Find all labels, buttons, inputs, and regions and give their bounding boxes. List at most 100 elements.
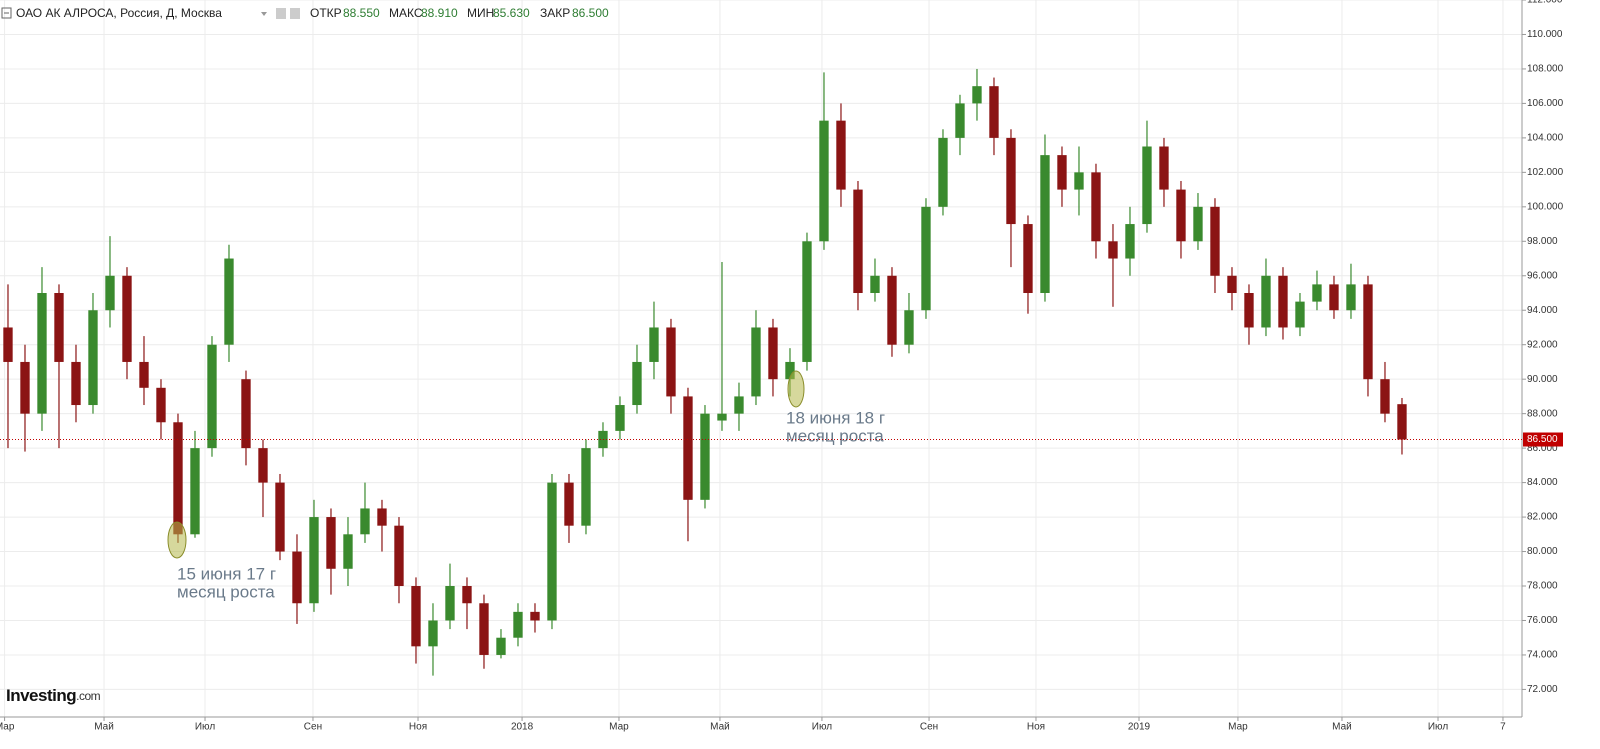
y-tick-label: 90.000 [1527, 374, 1558, 385]
candle-body [479, 603, 489, 655]
collapse-icon[interactable] [1, 7, 12, 19]
y-tick-label: 98.000 [1527, 236, 1558, 247]
candle-body [292, 551, 302, 604]
logo-suffix: .com [76, 689, 101, 703]
x-tick-label: Май [710, 722, 730, 733]
highlight [787, 370, 805, 408]
candle-body [156, 387, 166, 423]
y-tick-label: 76.000 [1527, 615, 1558, 626]
candle-body [717, 413, 727, 421]
candle-body [955, 103, 965, 138]
candle-body [598, 430, 608, 449]
x-tick-label: 7 [1500, 722, 1506, 733]
candle-body [3, 327, 13, 362]
candle-body [802, 241, 812, 362]
x-tick-label: Июл [1428, 722, 1448, 733]
candle-body [1057, 155, 1067, 190]
low-label: МИН [467, 6, 494, 20]
candle-body [972, 86, 982, 104]
y-tick-label: 104.000 [1527, 133, 1564, 144]
x-tick-label: Мар [609, 722, 629, 733]
dropdown-arrow[interactable] [261, 12, 267, 16]
candle-body [343, 534, 353, 569]
highlight [167, 521, 187, 559]
candle-body [1193, 206, 1203, 242]
candle-body [1261, 275, 1271, 328]
y-tick-label: 94.000 [1527, 305, 1558, 316]
x-tick-label: 2018 [511, 722, 534, 733]
x-tick-label: Май [94, 722, 114, 733]
candle-body [632, 361, 642, 406]
y-tick-label: 102.000 [1527, 167, 1564, 178]
candle-body [1244, 293, 1254, 328]
logo: Investing.com [6, 686, 101, 705]
x-tick-label: Июл [195, 722, 215, 733]
y-tick-label: 106.000 [1527, 98, 1564, 109]
candle-body [649, 327, 659, 362]
price-label-box [1523, 432, 1563, 447]
candle-body [428, 620, 438, 647]
candle-body [275, 482, 285, 552]
y-tick-label: 88.000 [1527, 408, 1558, 419]
annotation: 15 июня 17 г [177, 564, 276, 583]
candle-body [921, 206, 931, 311]
candle-body [139, 361, 149, 388]
price-label: 86.500 [1527, 434, 1558, 445]
candle-body [870, 275, 880, 294]
candle-body [581, 448, 591, 526]
candle-body [496, 637, 506, 655]
candle-body [853, 189, 863, 294]
candle-body [445, 586, 455, 621]
x-tick-label: Сен [920, 722, 938, 733]
x-tick-label: Мар [0, 722, 15, 733]
candle-body [887, 275, 897, 345]
logo-brand: Investing [6, 686, 76, 705]
candle-body [88, 310, 98, 406]
candle-body [71, 361, 81, 406]
open-value: 88.550 [343, 6, 380, 20]
candle-body [530, 611, 540, 621]
candle-body [360, 508, 370, 535]
candle-body [1329, 284, 1339, 311]
candle-body [1295, 301, 1305, 328]
candle-body [1278, 275, 1288, 328]
candle-body [1363, 284, 1373, 380]
candle-body [1006, 137, 1016, 225]
x-tick-label: Мар [1228, 722, 1248, 733]
candle-body [1380, 379, 1390, 414]
candle-body [734, 396, 744, 414]
y-tick-label: 100.000 [1527, 201, 1564, 212]
candle-body [377, 508, 387, 526]
candle-body [938, 137, 948, 207]
candle-body [190, 448, 200, 535]
candle-body [700, 413, 710, 500]
icon[interactable] [276, 8, 286, 19]
close-label: ЗАКР [540, 6, 570, 20]
icon[interactable] [290, 8, 300, 19]
annotation: месяц роста [177, 582, 275, 601]
y-tick-label: 80.000 [1527, 546, 1558, 557]
y-tick-label: 96.000 [1527, 270, 1558, 281]
candle-body [1346, 284, 1356, 311]
candle-body [1142, 146, 1152, 225]
candle-body [394, 525, 404, 587]
candle-body [989, 86, 999, 138]
candle-body [1023, 224, 1033, 294]
annotation: месяц роста [786, 426, 884, 445]
x-tick-label: Ноя [1027, 722, 1045, 733]
candle-body [564, 482, 574, 526]
candle-body [1227, 275, 1237, 294]
x-tick-label: Ноя [409, 722, 427, 733]
candle-body [224, 258, 234, 345]
candle-body [37, 293, 47, 414]
x-tick-label: Июл [812, 722, 832, 733]
candle-body [1125, 224, 1135, 259]
candle-body [105, 275, 115, 311]
candle-body [785, 361, 795, 380]
candle-body [207, 344, 217, 449]
instrument: ОАО АК АЛРОСА, Россия, Д, Москва [16, 6, 222, 20]
y-tick-label: 110.000 [1527, 29, 1563, 40]
candle-body [54, 293, 64, 362]
candle-body [258, 448, 268, 483]
